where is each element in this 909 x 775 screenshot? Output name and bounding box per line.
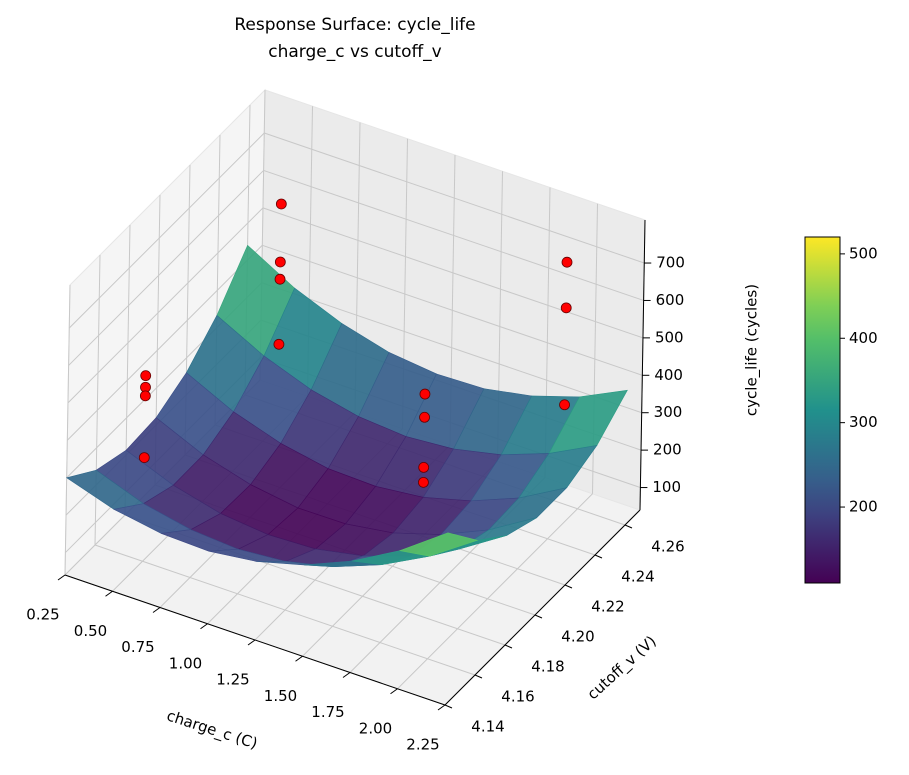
x-tick	[200, 623, 208, 630]
axis-line	[444, 509, 641, 706]
surface-patch	[398, 532, 479, 557]
design-point	[138, 452, 150, 463]
x-tick	[437, 704, 446, 711]
chart-title: Response Surface: cycle_life	[234, 15, 475, 35]
x-tick-label: 0.75	[121, 638, 154, 656]
x-tick-label: 1.00	[169, 654, 202, 672]
grid-line	[67, 207, 264, 404]
z-axis-label: cycle_life (cycles)	[743, 284, 762, 416]
y-tick	[474, 674, 483, 679]
z-tick-label: 400	[654, 366, 683, 384]
z-tick-label: 600	[656, 291, 685, 309]
chart-subtitle: charge_c vs cutoff_v	[268, 42, 442, 62]
z-tick-label: 500	[655, 328, 684, 346]
design-point	[418, 476, 429, 488]
z-tick-label: 200	[653, 441, 682, 459]
y-tick-label: 4.18	[531, 658, 564, 676]
design-point	[418, 461, 430, 473]
design-point	[140, 370, 152, 382]
x-tick	[295, 655, 303, 662]
grid-line	[261, 282, 642, 414]
colorbar-tick-label: 400	[849, 329, 878, 347]
axis-line	[639, 219, 646, 511]
y-tick	[594, 554, 603, 559]
design-point	[274, 273, 286, 285]
x-tick	[390, 688, 398, 695]
design-point	[419, 388, 431, 400]
y-tick	[534, 614, 543, 619]
z-tick-label: 700	[656, 254, 685, 272]
colorbar-tick-label: 200	[849, 498, 878, 516]
axes: 0.25 0.50 0.75 1.00 1.25 1.50 1.75 2.00 2.25 4.14…	[26, 219, 685, 754]
x-tick	[247, 639, 256, 646]
design-point	[561, 256, 573, 268]
x-tick-label: 0.25	[26, 606, 59, 624]
x-tick	[152, 607, 161, 613]
scatter-points	[138, 198, 573, 488]
colorbar: 200 300 400 500	[804, 236, 878, 584]
x-tick-label: 1.75	[311, 703, 344, 721]
z-tick-label: 100	[652, 478, 681, 496]
grid-line	[68, 132, 265, 329]
y-tick	[624, 524, 633, 529]
grid-line	[262, 207, 644, 339]
y-tick	[444, 704, 453, 709]
design-point	[419, 411, 430, 423]
x-tick-label: 2.00	[359, 719, 392, 737]
colorbar-gradient	[804, 236, 841, 584]
y-tick	[564, 584, 573, 589]
x-tick	[57, 574, 66, 581]
grid-line	[68, 170, 264, 366]
x-tick-label: 1.25	[216, 671, 249, 689]
y-tick	[504, 644, 513, 649]
design-point	[139, 390, 151, 402]
grid-line	[262, 244, 643, 376]
x-tick-label: 2.25	[406, 736, 439, 754]
y-tick-label: 4.16	[501, 688, 534, 706]
design-point	[274, 256, 286, 268]
y-tick-label: 4.20	[561, 628, 594, 646]
x-tick	[342, 672, 351, 678]
colorbar-tick-label: 500	[849, 244, 878, 262]
axis-line	[64, 574, 446, 706]
x-tick	[105, 590, 113, 597]
design-point	[560, 302, 572, 314]
y-tick-label: 4.22	[591, 598, 624, 616]
grid-line	[66, 244, 263, 441]
y-tick-label: 4.24	[621, 568, 654, 586]
design-point	[559, 399, 570, 411]
grid-line	[263, 169, 644, 301]
x-tick-label: 1.50	[264, 687, 297, 705]
design-point	[275, 198, 287, 210]
x-axis-label: charge_c (C)	[164, 706, 260, 753]
grid-line	[264, 132, 645, 264]
grid-line	[64, 284, 71, 576]
z-tick-label: 300	[654, 403, 683, 421]
design-point	[273, 338, 285, 350]
y-tick-label: 4.14	[471, 718, 504, 736]
grid-line	[94, 544, 476, 676]
grid-line	[397, 493, 593, 690]
x-tick-label: 0.50	[74, 622, 107, 640]
y-tick-label: 4.26	[651, 538, 684, 556]
surface	[65, 244, 628, 568]
y-axis-label: cutoff_v (V)	[584, 632, 661, 704]
colorbar-tick-label: 300	[849, 413, 878, 431]
